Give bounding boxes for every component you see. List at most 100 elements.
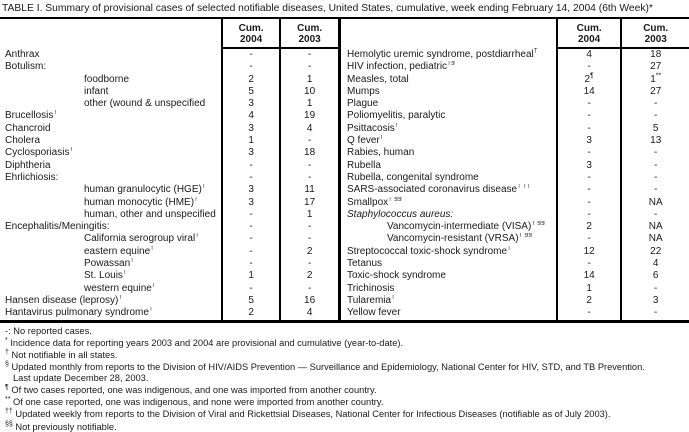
cum-2004-value: 2¶ <box>555 72 623 86</box>
footnote-marker: ¶ <box>5 383 9 391</box>
table-row: HIV infection, pediatric†§ - 27 <box>341 61 689 74</box>
table-row: Vancomycin-resistant (VRSA)† §§ - NA <box>341 233 689 246</box>
cum-2004-value: - <box>220 282 282 295</box>
cum-2004-value: 3 <box>555 159 623 172</box>
table-row: Hansen disease (leprosy)† 5 16 <box>0 294 342 308</box>
cum-2003-value: 1 <box>280 98 342 111</box>
disease-name: Vancomycin-resistant (VRSA)† §§ <box>387 233 533 245</box>
footnote: ** Of one case reported, one was indigen… <box>5 396 384 408</box>
cum-2003-value: 10 <box>280 85 342 99</box>
table-row: Trichinosis 1 - <box>341 282 689 295</box>
cum-2004-value: 2 <box>555 294 623 308</box>
disease-name: foodborne <box>84 73 130 85</box>
cum-2003-value: - <box>654 110 658 122</box>
table-row: Plague - - <box>341 98 689 111</box>
table-row: Tularemia† 2 3 <box>341 294 689 308</box>
disease-name: infant <box>84 85 109 97</box>
table-row: human, other and unspecified -1 <box>0 208 342 222</box>
table-row: other (wound & unspecified 3 1 <box>0 98 342 111</box>
cum-2004-value: - <box>220 258 282 271</box>
disease-name: western equine† <box>84 282 156 294</box>
table-row: foodborne 2 1 <box>0 73 342 86</box>
cum-2003-value: - <box>654 159 658 171</box>
disease-name: human, other and unspecified <box>84 208 216 220</box>
footnote-marker: ** <box>5 396 11 404</box>
cum-2003-value: 1 <box>280 208 342 222</box>
table-row: western equine† - - <box>0 282 342 295</box>
cum-2003-value: 1 <box>280 73 342 86</box>
cum-2003-value: 11 <box>280 184 342 197</box>
cum-2004-value: 3 <box>220 122 282 136</box>
table-row: Psittacosis† - 5 <box>341 122 689 136</box>
table-row: Toxic-shock syndrome 14 6 <box>341 270 689 283</box>
disease-name: Psittacosis† <box>347 122 399 134</box>
disease-name: eastern equine† <box>84 245 155 257</box>
footnote-marker: † <box>5 349 9 357</box>
table-row: Botulism: - - <box>0 61 342 74</box>
cum-2003-value: - <box>280 233 342 246</box>
table-row: Powassan† - - <box>0 258 342 271</box>
cum-2004-value: 2 <box>220 307 282 320</box>
disease-name: Measles, total <box>347 73 409 85</box>
footnotes: -: No reported cases. * Incidence data fo… <box>0 323 689 432</box>
table-row: Encephalitis/Meningitis: - - <box>0 221 342 234</box>
disease-name: Cholera <box>5 135 41 147</box>
header-row: Cum. 2004 Cum. 2003 <box>0 19 342 49</box>
cum-2003-value: - <box>280 159 342 172</box>
cum-2003-value: 17 <box>280 196 342 209</box>
table-row: Rubella 3 - <box>341 159 689 172</box>
table-row: California serogroup viral† - - <box>0 233 342 246</box>
cum-2003-value: NA <box>648 221 663 233</box>
table-row: Diphtheria - - <box>0 159 342 172</box>
table-row: Q fever† 3 13 <box>341 135 689 148</box>
right-table: Cum. 2004 Cum. 2003 Hemolytic uremic syndr… <box>341 19 689 320</box>
cum-2003-value: 18 <box>650 49 662 60</box>
cum-2004-value: - <box>220 159 282 172</box>
cum-2004-value: - <box>555 233 623 246</box>
cum-2004-value: - <box>555 110 623 123</box>
cum-label: Cum. <box>297 23 323 34</box>
page-title: TABLE I. Summary of provisional cases of… <box>2 3 653 14</box>
cum-2004-value: 12 <box>555 245 623 259</box>
cum-2003-value: - <box>280 282 342 295</box>
cum-2004-value: 2 <box>555 221 623 234</box>
disease-name: Chancroid <box>5 122 51 134</box>
cum-2003-value: 3 <box>652 294 659 306</box>
cum-2004-column-header: Cum. 2004 <box>220 19 282 49</box>
footnote-continuation: Last update December 28, 2003. <box>13 372 149 383</box>
footnote-marker: †† <box>5 408 13 416</box>
footnote: † Not notifiable in all states. <box>5 349 118 361</box>
cum-2004-value: - <box>555 196 623 209</box>
disease-name: Vancomycin-intermediate (VISA)† §§ <box>387 221 545 233</box>
footnote: §§ Not previously notifiable. <box>5 420 117 432</box>
cum-2003-value: 5 <box>652 122 659 134</box>
cum-2003-value: 22 <box>650 245 662 257</box>
cum-2003-value: - <box>654 184 658 196</box>
footnote: ¶ Of two cases reported, one was indigen… <box>5 383 377 395</box>
disease-name: Q fever† <box>347 135 384 147</box>
cum-2004-value: - <box>220 208 282 222</box>
footnote: †† Updated weekly from reports to the Di… <box>5 408 611 420</box>
cum-2003-value: - <box>280 258 342 271</box>
disease-name: Poliomyelitis, paralytic <box>347 110 446 122</box>
table-row: Ehrlichiosis: - - <box>0 171 342 185</box>
cum-label: Cum. <box>238 23 264 34</box>
cum-2003-value: 1** <box>650 72 662 85</box>
cum-2003-value: 18 <box>280 147 342 160</box>
table-row: eastern equine† -2 <box>0 245 342 259</box>
left-table: Cum. 2004 Cum. 2003 Anthrax - - Botulism: - - fo… <box>0 19 342 320</box>
disease-name: Encephalitis/Meningitis: <box>5 221 110 233</box>
disease-name: Ehrlichiosis: <box>5 171 59 183</box>
table-row: Brucellosis† 4 19 <box>0 110 342 123</box>
cum-2004-value: - <box>220 171 282 185</box>
cum-2004-value: - <box>220 48 282 62</box>
footnote-marker: §§ <box>5 420 13 428</box>
cum-2003-value: - <box>280 135 342 148</box>
cum-2004-value: 1 <box>220 270 282 283</box>
footnote-marker: § <box>5 361 9 369</box>
cum-2004-value: 3 <box>555 135 623 148</box>
cum-2003-value: 2 <box>280 270 342 283</box>
disease-name: Yellow fever <box>347 307 401 319</box>
table-row: human granulocytic (HGE)† 3 11 <box>0 184 342 197</box>
cum-2003-value: - <box>654 282 658 294</box>
